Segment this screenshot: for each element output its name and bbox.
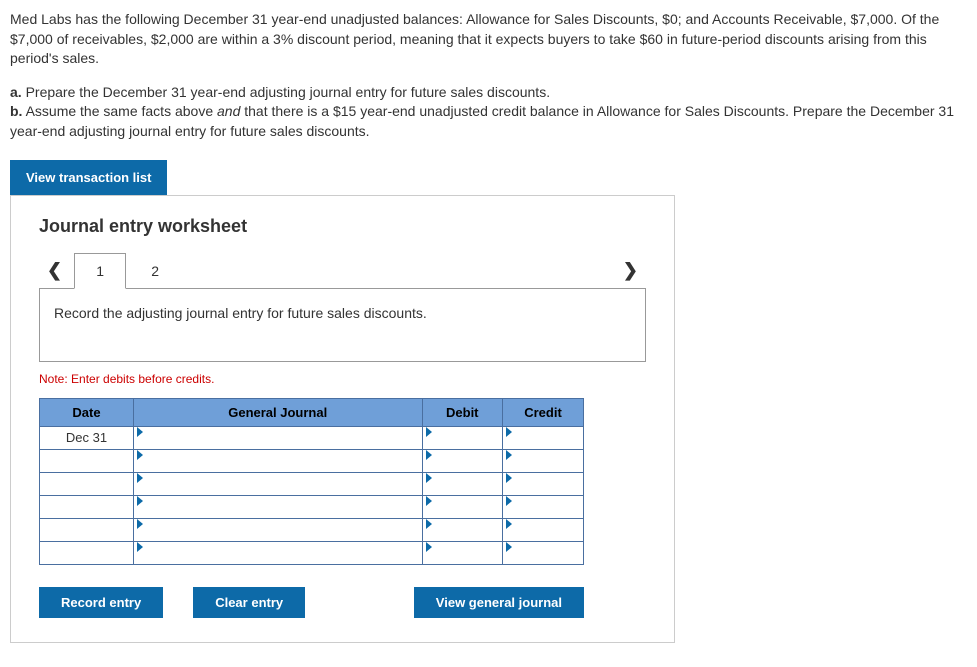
- tabs-row: ❮ 1 2 ❯: [39, 253, 646, 289]
- dropdown-icon: [137, 542, 143, 552]
- part-a-label: a.: [10, 84, 22, 100]
- dropdown-icon: [426, 427, 432, 437]
- dropdown-icon: [506, 496, 512, 506]
- general-journal-cell[interactable]: [133, 518, 422, 541]
- part-b-label: b.: [10, 103, 22, 119]
- general-journal-cell[interactable]: [133, 541, 422, 564]
- debit-cell[interactable]: [422, 541, 503, 564]
- dropdown-icon: [137, 519, 143, 529]
- dropdown-icon: [506, 519, 512, 529]
- table-row: [40, 449, 584, 472]
- worksheet-title: Journal entry worksheet: [39, 216, 646, 237]
- footer-buttons: Record entry Clear entry View general jo…: [39, 587, 584, 618]
- problem-paragraph-2: a. Prepare the December 31 year-end adju…: [10, 83, 967, 142]
- credit-cell[interactable]: [503, 449, 584, 472]
- header-credit: Credit: [503, 398, 584, 426]
- credit-cell[interactable]: [503, 541, 584, 564]
- debit-cell[interactable]: [422, 495, 503, 518]
- debit-cell[interactable]: [422, 472, 503, 495]
- spacer: [335, 587, 414, 618]
- credit-cell[interactable]: [503, 518, 584, 541]
- header-general-journal: General Journal: [133, 398, 422, 426]
- part-b-and: and: [217, 103, 240, 119]
- dropdown-icon: [137, 496, 143, 506]
- date-cell[interactable]: [40, 449, 134, 472]
- table-row: Dec 31: [40, 426, 584, 449]
- view-general-journal-button[interactable]: View general journal: [414, 587, 584, 618]
- chevron-left-icon[interactable]: ❮: [39, 256, 70, 285]
- header-debit: Debit: [422, 398, 503, 426]
- dropdown-icon: [506, 427, 512, 437]
- credit-cell[interactable]: [503, 426, 584, 449]
- journal-table: Date General Journal Debit Credit Dec 31: [39, 398, 584, 565]
- note-text: Note: Enter debits before credits.: [39, 372, 646, 386]
- table-row: [40, 472, 584, 495]
- clear-entry-button[interactable]: Clear entry: [193, 587, 305, 618]
- dropdown-icon: [426, 542, 432, 552]
- table-row: [40, 518, 584, 541]
- journal-entry-worksheet: Journal entry worksheet ❮ 1 2 ❯ Record t…: [10, 195, 675, 643]
- debit-cell[interactable]: [422, 426, 503, 449]
- table-header-row: Date General Journal Debit Credit: [40, 398, 584, 426]
- dropdown-icon: [137, 473, 143, 483]
- chevron-right-icon[interactable]: ❯: [615, 256, 646, 285]
- part-b-text-pre: Assume the same facts above: [22, 103, 217, 119]
- dropdown-icon: [137, 427, 143, 437]
- dropdown-icon: [506, 542, 512, 552]
- record-entry-button[interactable]: Record entry: [39, 587, 163, 618]
- dropdown-icon: [426, 450, 432, 460]
- general-journal-cell[interactable]: [133, 449, 422, 472]
- tab-1[interactable]: 1: [74, 253, 126, 289]
- date-cell[interactable]: [40, 541, 134, 564]
- header-date: Date: [40, 398, 134, 426]
- debit-cell[interactable]: [422, 518, 503, 541]
- table-row: [40, 541, 584, 564]
- part-a-text: Prepare the December 31 year-end adjusti…: [22, 84, 550, 100]
- dropdown-icon: [137, 450, 143, 460]
- general-journal-cell[interactable]: [133, 426, 422, 449]
- date-cell[interactable]: [40, 518, 134, 541]
- debit-cell[interactable]: [422, 449, 503, 472]
- dropdown-icon: [426, 473, 432, 483]
- date-cell[interactable]: [40, 472, 134, 495]
- problem-paragraph-1: Med Labs has the following December 31 y…: [10, 10, 967, 69]
- tab-2[interactable]: 2: [130, 254, 180, 288]
- credit-cell[interactable]: [503, 495, 584, 518]
- table-row: [40, 495, 584, 518]
- problem-text: Med Labs has the following December 31 y…: [10, 10, 967, 142]
- date-cell[interactable]: Dec 31: [40, 426, 134, 449]
- instruction-box: Record the adjusting journal entry for f…: [39, 288, 646, 362]
- view-transaction-list-button[interactable]: View transaction list: [10, 160, 167, 195]
- general-journal-cell[interactable]: [133, 495, 422, 518]
- dropdown-icon: [426, 519, 432, 529]
- date-cell[interactable]: [40, 495, 134, 518]
- dropdown-icon: [506, 473, 512, 483]
- dropdown-icon: [426, 496, 432, 506]
- credit-cell[interactable]: [503, 472, 584, 495]
- general-journal-cell[interactable]: [133, 472, 422, 495]
- instruction-text: Record the adjusting journal entry for f…: [54, 305, 427, 321]
- dropdown-icon: [506, 450, 512, 460]
